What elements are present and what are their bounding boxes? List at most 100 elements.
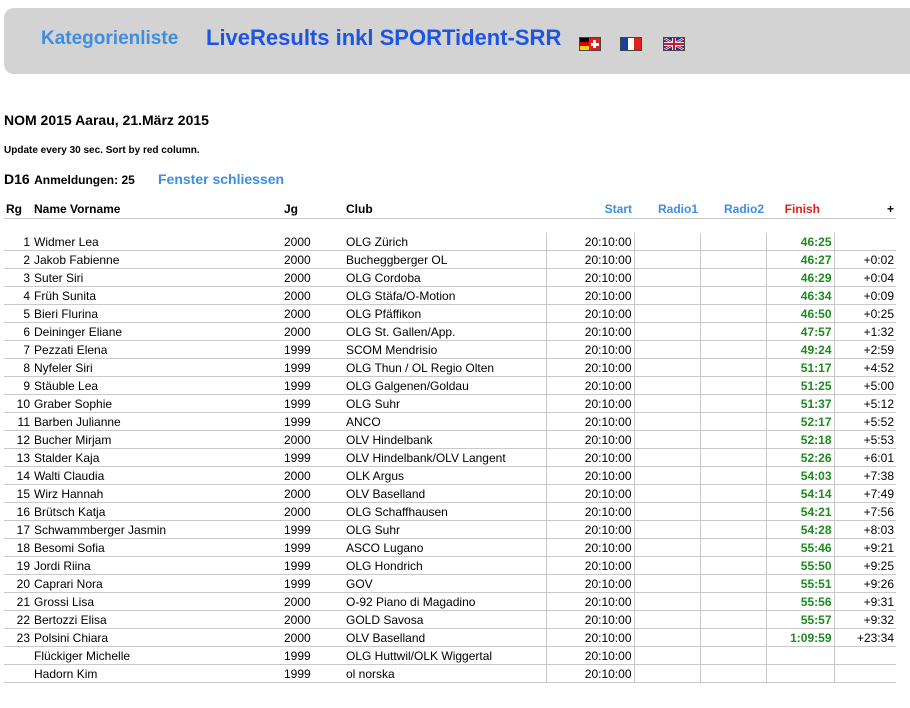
start-time: 20:10:00: [545, 520, 634, 539]
table-row: 23 Polsini Chiara 2000 OLV Baselland 20:10:0…: [4, 628, 896, 647]
top-header: Kategorienliste LiveResults inkl SPORTid…: [4, 8, 910, 74]
close-window-link[interactable]: Fenster schliessen: [158, 171, 285, 187]
radio2-time: [699, 430, 766, 449]
athlete-name: Nyfeler Siri: [32, 358, 282, 377]
club-name: GOV: [344, 574, 546, 593]
finish-time: 47:57: [765, 322, 834, 341]
time-behind: +9:25: [833, 556, 896, 575]
club-name: OLV Baselland: [344, 628, 546, 647]
club-name: GOLD Savosa: [344, 610, 546, 629]
event-title: NOM 2015 Aarau, 21.März 2015: [4, 112, 209, 128]
col-header-name[interactable]: Name Vorname: [32, 200, 282, 219]
col-header-finish[interactable]: Finish: [766, 200, 834, 219]
table-row: 19 Jordi Riina 1999 OLG Hondrich 20:10:00 55:…: [4, 556, 896, 575]
time-behind: +5:00: [833, 376, 896, 395]
radio2-time: [699, 538, 766, 557]
start-time: 20:10:00: [545, 484, 634, 503]
start-time: 20:10:00: [545, 646, 634, 665]
birth-year: 2000: [282, 592, 344, 611]
french-flag-icon[interactable]: [620, 37, 642, 51]
club-name: OLG Zürich: [344, 233, 546, 251]
col-header-radio1[interactable]: Radio1: [634, 200, 700, 219]
radio2-time: [699, 520, 766, 539]
athlete-name: Caprari Nora: [32, 574, 282, 593]
time-behind: +7:49: [833, 484, 896, 503]
result-rank: 18: [4, 538, 32, 557]
category-list-link[interactable]: Kategorienliste: [41, 28, 179, 49]
table-row: 20 Caprari Nora 1999 GOV 20:10:00 55:51 +9:26: [4, 574, 896, 593]
radio2-time: [699, 574, 766, 593]
result-rank: 5: [4, 304, 32, 323]
category-line: D16 Anmeldungen: 25: [4, 171, 135, 189]
result-rank: 16: [4, 502, 32, 521]
result-rank: 6: [4, 322, 32, 341]
finish-time: 46:34: [765, 286, 834, 305]
col-header-radio2[interactable]: Radio2: [700, 200, 766, 219]
table-header-row: Rg Name Vorname Jg Club Start Radio1 Rad…: [4, 200, 896, 219]
start-time: 20:10:00: [545, 664, 634, 683]
athlete-name: Brütsch Katja: [32, 502, 282, 521]
col-header-year[interactable]: Jg: [282, 200, 344, 219]
birth-year: 2000: [282, 233, 344, 251]
finish-time: 55:50: [765, 556, 834, 575]
col-header-rank[interactable]: Rg: [4, 200, 32, 219]
radio1-time: [633, 628, 700, 647]
start-time: 20:10:00: [545, 322, 634, 341]
time-behind: [833, 664, 896, 683]
birth-year: 2000: [282, 322, 344, 341]
birth-year: 1999: [282, 358, 344, 377]
result-rank: 1: [4, 233, 32, 251]
birth-year: 2000: [282, 286, 344, 305]
radio2-time: [699, 358, 766, 377]
finish-time: 55:57: [765, 610, 834, 629]
club-name: OLG Pfäffikon: [344, 304, 546, 323]
start-time: 20:10:00: [545, 376, 634, 395]
athlete-name: Pezzati Elena: [32, 340, 282, 359]
finish-time: 52:17: [765, 412, 834, 431]
result-rank: 9: [4, 376, 32, 395]
radio2-time: [699, 610, 766, 629]
uk-flag-icon[interactable]: [663, 37, 685, 51]
time-behind: +8:03: [833, 520, 896, 539]
radio1-time: [633, 340, 700, 359]
athlete-name: Bucher Mirjam: [32, 430, 282, 449]
table-row: 8 Nyfeler Siri 1999 OLG Thun / OL Regio Olt…: [4, 358, 896, 377]
club-name: OLV Hindelbank/OLV Langent: [344, 448, 546, 467]
athlete-name: Walti Claudia: [32, 466, 282, 485]
birth-year: 1999: [282, 448, 344, 467]
time-behind: +5:53: [833, 430, 896, 449]
table-row: 22 Bertozzi Elisa 2000 GOLD Savosa 20:10:00 5…: [4, 610, 896, 629]
athlete-name: Besomi Sofia: [32, 538, 282, 557]
time-behind: [833, 646, 896, 665]
radio1-time: [633, 646, 700, 665]
radio1-time: [633, 520, 700, 539]
athlete-name: Barben Julianne: [32, 412, 282, 431]
finish-time: 52:26: [765, 448, 834, 467]
finish-time: 54:21: [765, 502, 834, 521]
table-spacer-row: [4, 219, 896, 234]
result-rank: 19: [4, 556, 32, 575]
radio1-time: [633, 664, 700, 683]
club-name: OLG Suhr: [344, 520, 546, 539]
result-rank: 21: [4, 592, 32, 611]
birth-year: 1999: [282, 412, 344, 431]
finish-time: 46:29: [765, 268, 834, 287]
club-name: OLG Hondrich: [344, 556, 546, 575]
result-rank: 12: [4, 430, 32, 449]
athlete-name: Grossi Lisa: [32, 592, 282, 611]
start-time: 20:10:00: [545, 466, 634, 485]
start-time: 20:10:00: [545, 286, 634, 305]
col-header-diff[interactable]: +: [834, 200, 896, 219]
german-flag-icon[interactable]: [579, 37, 601, 51]
start-time: 20:10:00: [545, 340, 634, 359]
col-header-club[interactable]: Club: [344, 200, 546, 219]
club-name: OLG St. Gallen/App.: [344, 322, 546, 341]
radio1-time: [633, 448, 700, 467]
radio2-time: [699, 304, 766, 323]
col-header-start[interactable]: Start: [546, 200, 634, 219]
table-row: 9 Stäuble Lea 1999 OLG Galgenen/Goldau 20:10…: [4, 376, 896, 395]
finish-time: 51:25: [765, 376, 834, 395]
athlete-name: Früh Sunita: [32, 286, 282, 305]
category-name: D16: [4, 171, 30, 187]
radio1-time: [633, 430, 700, 449]
